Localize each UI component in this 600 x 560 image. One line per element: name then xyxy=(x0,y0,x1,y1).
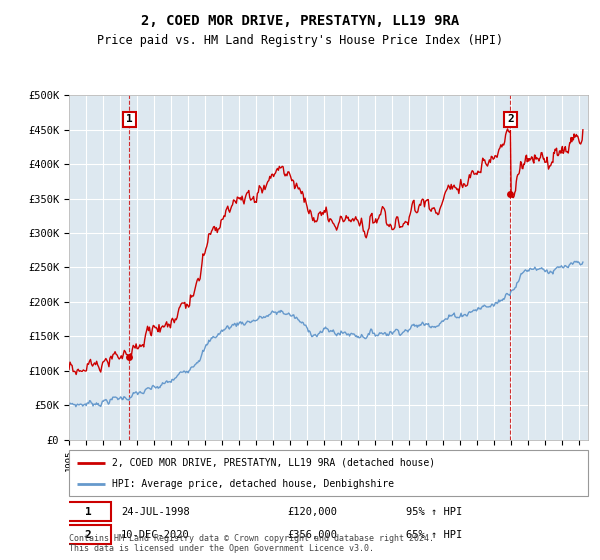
Text: Price paid vs. HM Land Registry's House Price Index (HPI): Price paid vs. HM Land Registry's House … xyxy=(97,34,503,46)
Text: 2: 2 xyxy=(85,530,92,539)
Text: 2: 2 xyxy=(507,114,514,124)
FancyBboxPatch shape xyxy=(67,502,110,521)
Text: 95% ↑ HPI: 95% ↑ HPI xyxy=(406,507,463,516)
FancyBboxPatch shape xyxy=(67,525,110,544)
FancyBboxPatch shape xyxy=(69,450,588,496)
Text: 1: 1 xyxy=(126,114,133,124)
Text: £356,000: £356,000 xyxy=(287,530,337,539)
Text: 2, COED MOR DRIVE, PRESTATYN, LL19 9RA (detached house): 2, COED MOR DRIVE, PRESTATYN, LL19 9RA (… xyxy=(112,458,434,468)
Text: 10-DEC-2020: 10-DEC-2020 xyxy=(121,530,190,539)
Text: Contains HM Land Registry data © Crown copyright and database right 2024.
This d: Contains HM Land Registry data © Crown c… xyxy=(69,534,434,553)
Text: 2, COED MOR DRIVE, PRESTATYN, LL19 9RA: 2, COED MOR DRIVE, PRESTATYN, LL19 9RA xyxy=(141,14,459,28)
Text: HPI: Average price, detached house, Denbighshire: HPI: Average price, detached house, Denb… xyxy=(112,479,394,489)
Text: 24-JUL-1998: 24-JUL-1998 xyxy=(121,507,190,516)
Text: 1: 1 xyxy=(85,507,92,516)
Text: £120,000: £120,000 xyxy=(287,507,337,516)
Text: 65% ↑ HPI: 65% ↑ HPI xyxy=(406,530,463,539)
